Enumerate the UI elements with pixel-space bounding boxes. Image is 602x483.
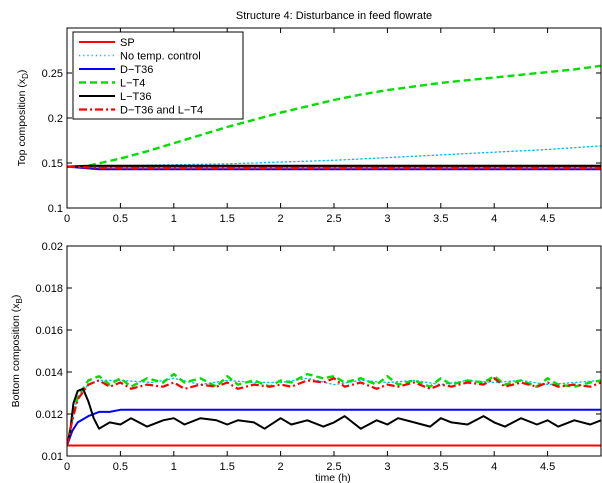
legend-entry-label: No temp. control	[120, 51, 201, 63]
top-composition-panel: 0 0.5 1 1.5 2 2.5 3 3.5 4 4.5 0.1 0.15 0.2 0.25 Top co…	[16, 27, 602, 225]
top-x-tick-label: 4	[491, 213, 497, 225]
bottom-y-tick-label: 0.02	[42, 241, 63, 253]
bottom-series-line-3	[67, 372, 601, 446]
legend-entry-label: D−T36	[120, 64, 153, 76]
top-x-tick-label: 2	[278, 213, 284, 225]
bottom-x-tick-label: 3	[384, 461, 390, 473]
bottom-x-tick-label: 4.5	[540, 461, 555, 473]
bottom-y-axis-label: Bottom composition (xB)	[10, 295, 24, 408]
bottom-series-line-4	[67, 387, 601, 446]
top-x-tick-label: 2.5	[326, 213, 341, 225]
top-series-group	[67, 64, 601, 171]
bottom-x-axis-label: time (h)	[315, 472, 351, 483]
top-x-tick-label: 0.5	[113, 213, 128, 225]
bottom-x-tick-label: 0.5	[113, 461, 128, 473]
legend-box	[72, 31, 244, 120]
bottom-x-tick-label: 0	[64, 461, 70, 473]
bottom-x-tick-label: 2	[278, 461, 284, 473]
bottom-x-tick-label: 2.5	[326, 461, 341, 473]
top-series-line-3	[67, 64, 601, 168]
bottom-composition-panel: 0 0.5 1 1.5 2 2.5 3 3.5 4 4.5 0.01 0.012 0.014 0.016 0…	[10, 241, 602, 483]
top-y-tick-label: 0.25	[42, 68, 63, 80]
bottom-x-tick-label: 1.5	[220, 461, 235, 473]
legend-entry-label: SP	[120, 37, 135, 49]
bottom-y-tick-label: 0.018	[35, 283, 63, 295]
top-series-line-5	[67, 165, 601, 170]
bottom-x-tick-label: 1	[171, 461, 177, 473]
top-x-tick-label: 4.5	[540, 213, 555, 225]
top-x-tick-label: 0	[64, 213, 70, 225]
bottom-series-group	[67, 372, 601, 447]
top-x-tick-label: 3.5	[433, 213, 448, 225]
top-x-tick-label: 3	[384, 213, 390, 225]
legend-entry-label: L−T4	[120, 78, 145, 90]
top-x-tick-label: 1.5	[220, 213, 235, 225]
legend-entry-label: L−T36	[120, 91, 152, 103]
top-y-tick-label: 0.1	[48, 203, 63, 215]
bottom-y-tick-label: 0.016	[35, 325, 63, 337]
top-y-tick-label: 0.2	[48, 113, 63, 125]
top-series-line-4	[67, 164, 601, 168]
bottom-series-line-5	[67, 377, 601, 446]
top-y-tick-label: 0.15	[42, 158, 63, 170]
bottom-x-tick-label: 3.5	[433, 461, 448, 473]
bottom-y-tick-label: 0.012	[35, 409, 63, 421]
bottom-y-tick-label: 0.014	[35, 367, 63, 379]
bottom-y-tick-label: 0.01	[42, 451, 63, 463]
legend-entry-label: D−T36 and L−T4	[120, 105, 203, 117]
top-y-axis-label: Top composition (xD)	[16, 70, 30, 167]
bottom-x-tick-label: 4	[491, 461, 497, 473]
bottom-series-line-2	[67, 408, 601, 446]
top-chart-title: Structure 4: Disturbance in feed flowrat…	[236, 10, 432, 22]
top-x-tick-label: 1	[171, 213, 177, 225]
